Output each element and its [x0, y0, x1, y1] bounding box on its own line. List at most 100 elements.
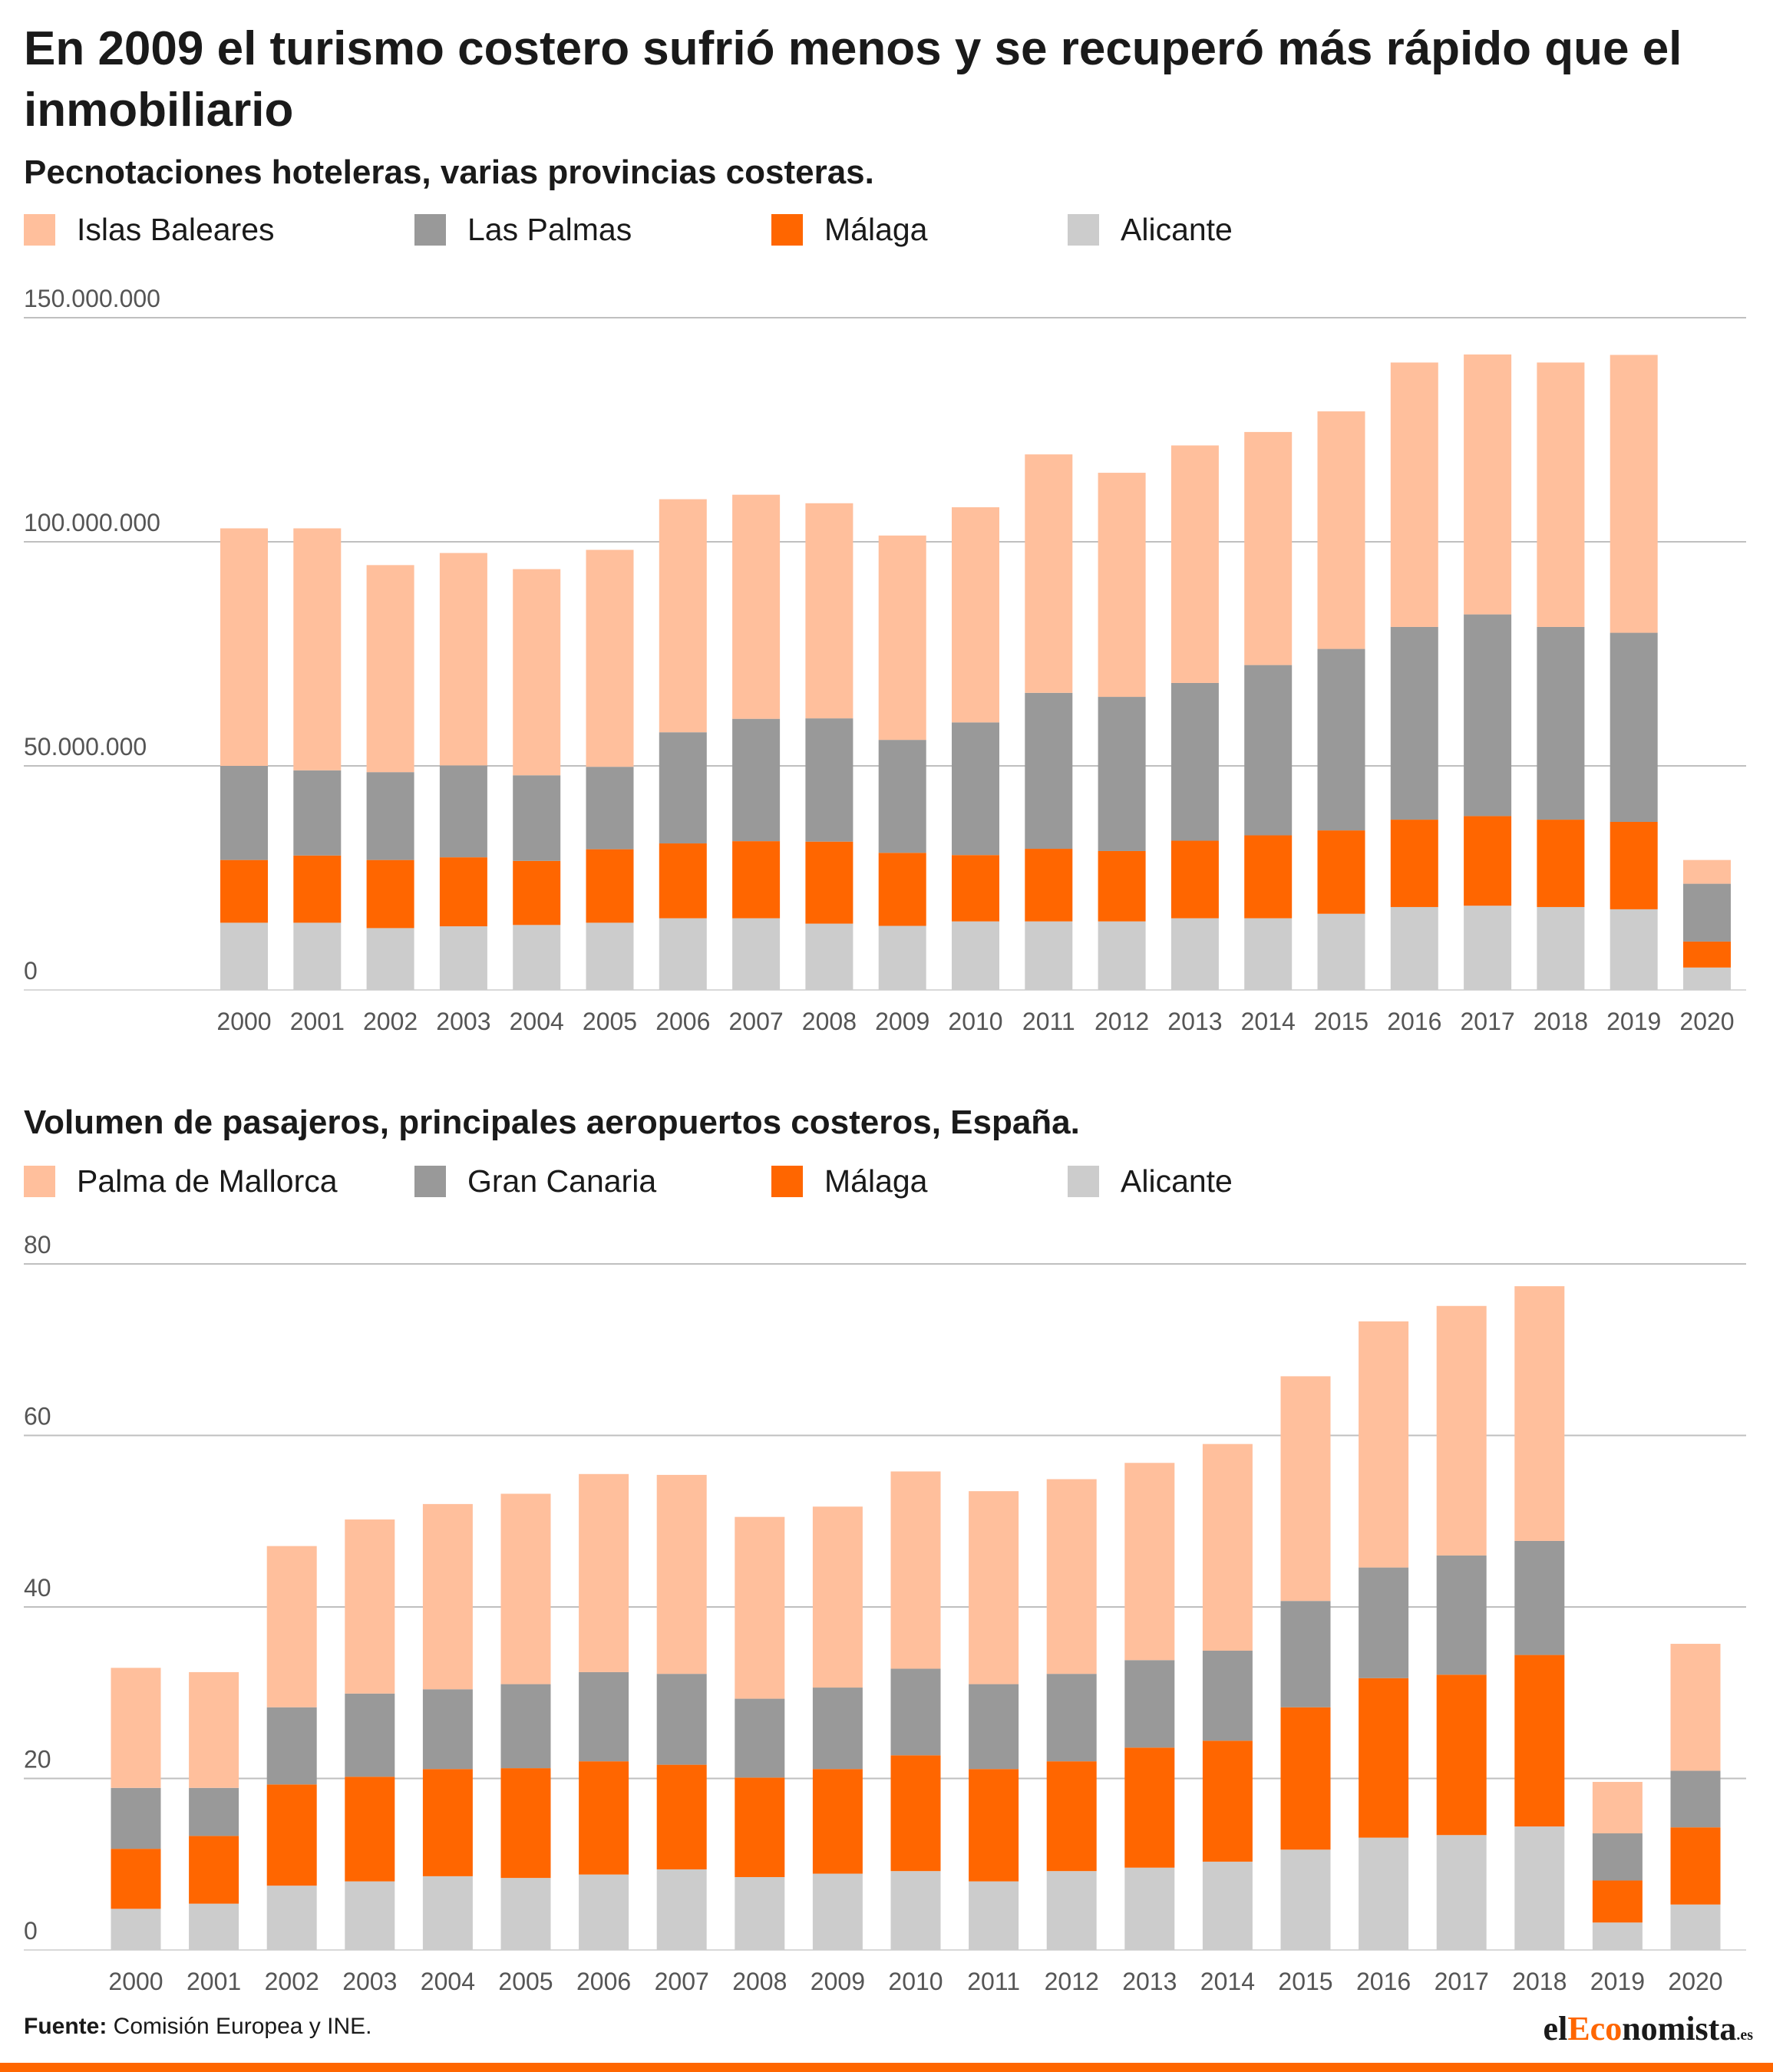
- x-tick-label: 2001: [290, 1008, 345, 1035]
- bar-segment: [500, 1493, 551, 1684]
- bar-segment: [878, 740, 926, 853]
- bar-segment: [1280, 1376, 1331, 1602]
- bar-segment: [969, 1769, 1019, 1882]
- y-tick-label: 40: [24, 1574, 51, 1602]
- bar-segment: [1537, 362, 1585, 627]
- bar-segment: [969, 1684, 1019, 1770]
- legend-label: Islas Baleares: [77, 212, 275, 247]
- bar-segment: [878, 853, 926, 926]
- bar-segment: [293, 528, 342, 770]
- bar-segment: [345, 1693, 395, 1777]
- bar-segment: [189, 1787, 239, 1836]
- chart1-title: Pecnotaciones hoteleras, varias provinci…: [24, 153, 874, 191]
- bar-segment: [1592, 1880, 1643, 1923]
- x-tick-label: 2019: [1606, 1008, 1661, 1035]
- page-title: En 2009 el turismo costero sufrió menos …: [24, 22, 1682, 137]
- bar-segment: [579, 1874, 629, 1950]
- chart1-legend: Islas Baleares Las Palmas Málaga Alicant…: [24, 210, 1712, 249]
- bar-segment: [1280, 1849, 1331, 1950]
- bar-segment: [805, 923, 853, 990]
- bar-segment: [952, 507, 999, 723]
- bar-segment: [1244, 918, 1293, 990]
- x-tick-label: 2011: [1022, 1008, 1075, 1035]
- chart2-plot: 0 20 40 60 80 2000 2001 2002 2003 2004 2005 2006 200…: [24, 1231, 1746, 1995]
- bar-segment: [656, 1674, 707, 1765]
- bar-segment: [1098, 850, 1146, 922]
- y-tick-label: 60: [24, 1403, 51, 1430]
- source-label: Fuente:: [24, 2014, 107, 2039]
- bar-segment: [1025, 849, 1073, 922]
- chart2-title: Volumen de pasajeros, principales aeropu…: [24, 1104, 1080, 1141]
- bar-segment: [1046, 1761, 1097, 1872]
- x-tick-label: 2012: [1095, 1008, 1149, 1035]
- bar-segment: [586, 922, 634, 990]
- bar-segment: [659, 499, 707, 733]
- bar-segment: [1124, 1747, 1175, 1868]
- bar-segment: [1390, 626, 1438, 820]
- bar-segment: [1610, 909, 1658, 990]
- bar-segment: [812, 1506, 863, 1688]
- bar-segment: [1098, 921, 1146, 990]
- legend-label: Las Palmas: [467, 212, 632, 247]
- bar-segment: [111, 1909, 161, 1950]
- bar-segment: [735, 1698, 785, 1778]
- bar-segment: [1390, 820, 1438, 907]
- y-tick-label: 80: [24, 1231, 51, 1259]
- x-tick-label: 2013: [1167, 1008, 1222, 1035]
- x-tick-label: 2000: [216, 1008, 271, 1035]
- bar-segment: [513, 925, 561, 990]
- x-tick-label: 2018: [1512, 1968, 1567, 1995]
- x-tick-label: 2005: [583, 1008, 637, 1035]
- bar-segment: [735, 1877, 785, 1950]
- x-tick-label: 2004: [421, 1968, 475, 1995]
- bar-segment: [1317, 648, 1365, 831]
- logo-part: el: [1543, 2010, 1568, 2047]
- bar-segment: [220, 922, 268, 990]
- bar-segment: [805, 503, 853, 719]
- bar-segment: [659, 918, 707, 990]
- bar-segment: [1670, 1644, 1721, 1771]
- x-tick-label: 2020: [1668, 1968, 1722, 1995]
- x-tick-label: 2006: [576, 1968, 631, 1995]
- bar-segment: [1170, 445, 1219, 683]
- x-tick-label: 2011: [967, 1968, 1020, 1995]
- bar-segment: [952, 722, 999, 856]
- bar-segment: [1359, 1837, 1409, 1950]
- x-tick-label: 2007: [729, 1008, 784, 1035]
- bar-segment: [659, 843, 707, 919]
- bar-segment: [439, 553, 487, 766]
- legend-swatch: [771, 214, 803, 246]
- bar-segment: [1592, 1922, 1643, 1950]
- legend-label: Palma de Mallorca: [77, 1163, 338, 1199]
- bar-segment: [1390, 906, 1438, 990]
- x-tick-label: 2002: [363, 1008, 418, 1035]
- bar-segment: [1025, 921, 1073, 990]
- bar-segment: [1202, 1650, 1253, 1741]
- x-tick-label: 2010: [948, 1008, 1002, 1035]
- bar-segment: [1244, 835, 1293, 919]
- y-tick-label: 100.000.000: [24, 509, 160, 536]
- bar-segment: [1202, 1443, 1253, 1651]
- bar-segment: [1514, 1655, 1565, 1827]
- x-tick-label: 2017: [1435, 1968, 1489, 1995]
- bar-segment: [812, 1873, 863, 1950]
- bar-segment: [513, 775, 561, 861]
- bar-segment: [586, 849, 634, 923]
- bar-segment: [220, 528, 268, 766]
- x-tick-label: 2010: [888, 1968, 943, 1995]
- bar-segment: [345, 1881, 395, 1950]
- bar-segment: [1683, 859, 1731, 884]
- legend-label: Gran Canaria: [467, 1163, 657, 1199]
- bar-segment: [1464, 354, 1512, 615]
- source-note: Fuente: Comisión Europea y INE.: [24, 2014, 371, 2040]
- legend-swatch: [414, 1166, 446, 1197]
- bar-segment: [732, 494, 781, 719]
- bar-segment: [1537, 626, 1585, 820]
- bar-segment: [111, 1849, 161, 1909]
- bar-segment: [1046, 1479, 1097, 1674]
- source-text: Comisión Europea y INE.: [107, 2014, 372, 2039]
- bar-segment: [1098, 473, 1146, 698]
- bar-segment: [1537, 820, 1585, 907]
- x-tick-label: 2019: [1590, 1968, 1645, 1995]
- bar-segment: [513, 569, 561, 776]
